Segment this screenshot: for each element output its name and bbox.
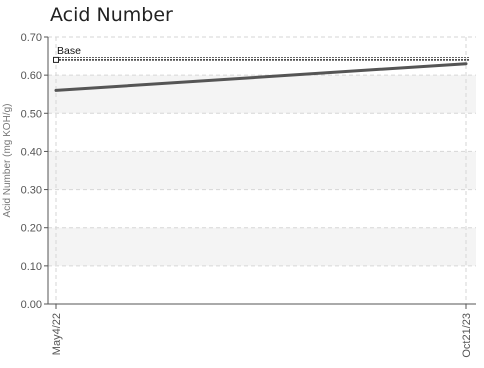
- y-tick-label: 0.60: [21, 70, 42, 82]
- chart-title: Acid Number: [50, 4, 173, 26]
- y-tick-label: 0.00: [21, 299, 42, 311]
- reference-marker: [53, 56, 59, 63]
- y-tick-label: 0.30: [21, 185, 42, 197]
- x-tick-label: May4/22: [51, 313, 63, 355]
- series-line: [54, 62, 468, 92]
- axes: [44, 36, 476, 309]
- y-tick-label: 0.70: [21, 32, 42, 44]
- reference-line-label: Base: [57, 45, 81, 57]
- x-tick-label: Oct21/23: [461, 313, 473, 358]
- gridlines: [48, 36, 476, 304]
- plot-band: [48, 151, 476, 190]
- y-tick-label: 0.50: [21, 108, 42, 120]
- tick-labels: 0.00 0.10 0.20 0.30 0.40 0.50 0.60 0.70 May4/22 O…: [21, 32, 473, 358]
- plot-band: [48, 75, 476, 114]
- reference-lines: Base: [53, 45, 470, 63]
- y-axis-title: Acid Number (mg KOH/g): [2, 104, 13, 218]
- data-series: [54, 62, 468, 92]
- y-tick-label: 0.20: [21, 223, 42, 235]
- y-tick-label: 0.10: [21, 261, 42, 273]
- plot-bands: [48, 75, 476, 266]
- y-tick-label: 0.40: [21, 146, 42, 158]
- plot-band: [48, 227, 476, 266]
